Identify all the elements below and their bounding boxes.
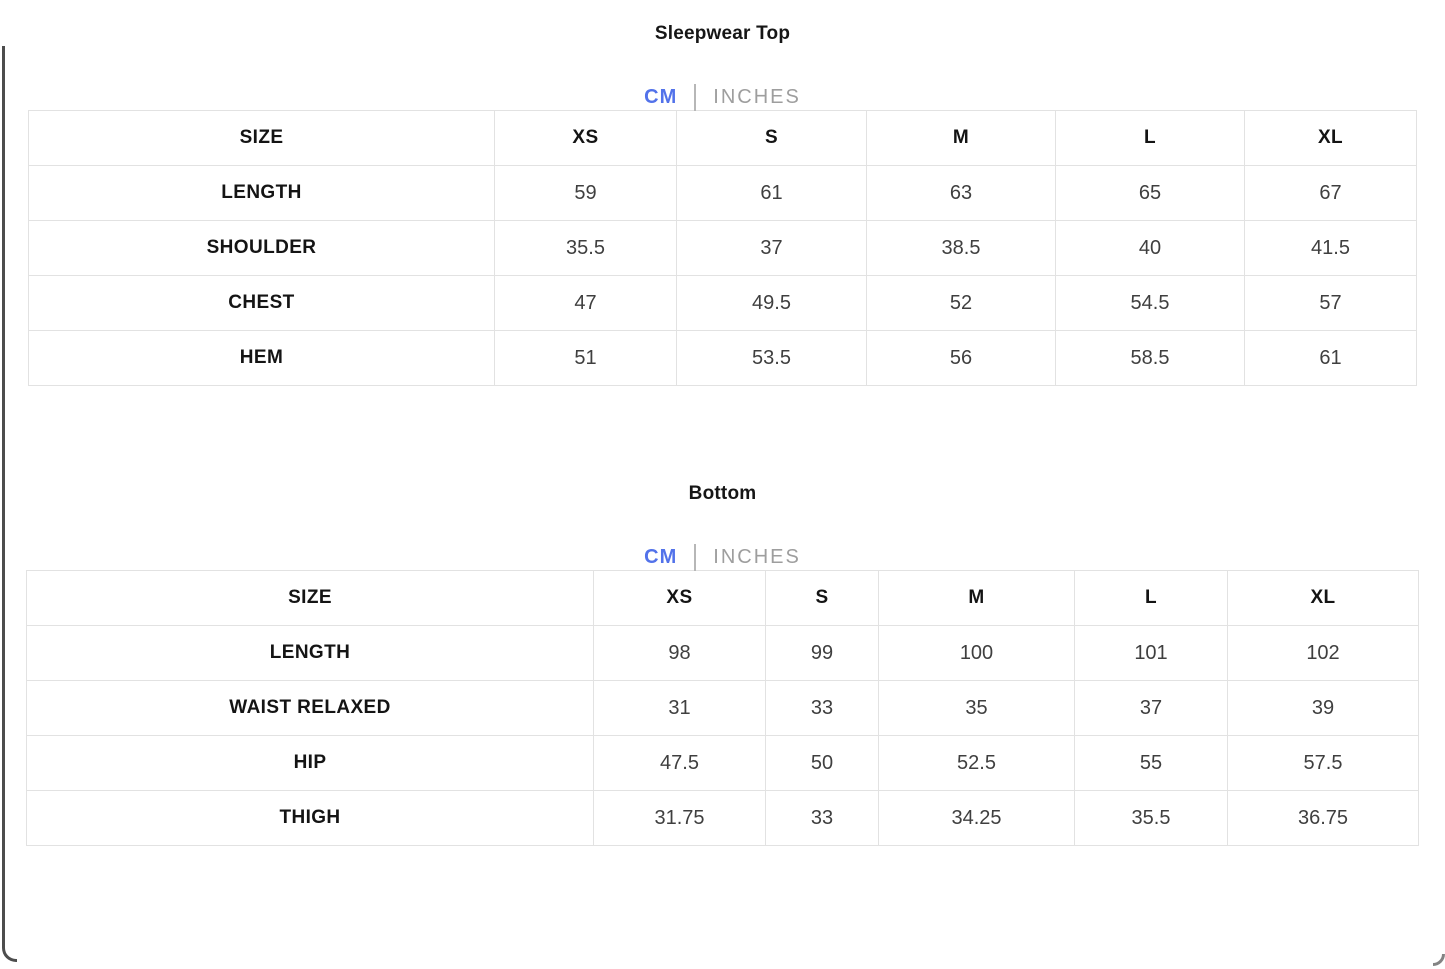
unit-toggle-top: CM INCHES [0,83,1445,111]
data-cell: 59 [494,165,677,221]
data-cell: 35 [878,680,1075,736]
header-cell: XS [494,110,677,166]
data-cell: 99 [765,625,879,681]
header-cell: L [1055,110,1245,166]
table-row: HEM 51 53.5 56 58.5 61 [28,330,1417,386]
data-cell: 55 [1074,735,1228,791]
data-cell: 35.5 [1074,790,1228,846]
row-label: CHEST [28,275,495,331]
data-cell: 35.5 [494,220,677,276]
size-table-bottom: SIZE XS S M L XL LENGTH 98 99 100 101 10… [26,570,1419,846]
data-cell: 31.75 [593,790,766,846]
table-header-row: SIZE XS S M L XL [26,570,1419,626]
data-cell: 102 [1227,625,1419,681]
panel-corner-bottom-right [1433,954,1445,966]
data-cell: 50 [765,735,879,791]
table-row: SHOULDER 35.5 37 38.5 40 41.5 [28,220,1417,276]
data-cell: 49.5 [676,275,867,331]
row-label: HEM [28,330,495,386]
unit-cm-button[interactable]: CM [644,545,678,568]
size-table-sleepwear-top: SIZE XS S M L XL LENGTH 59 61 63 65 67 S… [28,110,1417,386]
data-cell: 57 [1244,275,1417,331]
table-row: HIP 47.5 50 52.5 55 57.5 [26,735,1419,791]
unit-toggle-bottom: CM INCHES [0,543,1445,571]
header-cell: XL [1227,570,1419,626]
data-cell: 34.25 [878,790,1075,846]
data-cell: 52 [866,275,1056,331]
unit-inches-button[interactable]: INCHES [713,545,801,568]
data-cell: 31 [593,680,766,736]
section-title-bottom: Bottom [688,483,757,504]
data-cell: 47.5 [593,735,766,791]
row-label: THIGH [26,790,594,846]
header-cell: SIZE [26,570,594,626]
table-row: THIGH 31.75 33 34.25 35.5 36.75 [26,790,1419,846]
row-label: SHOULDER [28,220,495,276]
row-label: WAIST RELAXED [26,680,594,736]
data-cell: 37 [676,220,867,276]
data-cell: 33 [765,680,879,736]
data-cell: 61 [676,165,867,221]
table-row: LENGTH 98 99 100 101 102 [26,625,1419,681]
data-cell: 38.5 [866,220,1056,276]
data-cell: 57.5 [1227,735,1419,791]
header-cell: XL [1244,110,1417,166]
data-cell: 56 [866,330,1056,386]
data-cell: 58.5 [1055,330,1245,386]
data-cell: 37 [1074,680,1228,736]
data-cell: 54.5 [1055,275,1245,331]
table-row: CHEST 47 49.5 52 54.5 57 [28,275,1417,331]
data-cell: 36.75 [1227,790,1419,846]
header-cell: M [878,570,1075,626]
header-cell: SIZE [28,110,495,166]
data-cell: 53.5 [676,330,867,386]
data-cell: 101 [1074,625,1228,681]
unit-divider [694,543,697,571]
data-cell: 65 [1055,165,1245,221]
header-cell: S [765,570,879,626]
data-cell: 47 [494,275,677,331]
data-cell: 52.5 [878,735,1075,791]
data-cell: 51 [494,330,677,386]
unit-divider [694,83,697,111]
table-header-row: SIZE XS S M L XL [28,110,1417,166]
section-title-sleepwear-top: Sleepwear Top [654,23,791,44]
table-row: WAIST RELAXED 31 33 35 37 39 [26,680,1419,736]
header-cell: XS [593,570,766,626]
header-cell: L [1074,570,1228,626]
data-cell: 61 [1244,330,1417,386]
data-cell: 40 [1055,220,1245,276]
table-row: LENGTH 59 61 63 65 67 [28,165,1417,221]
data-cell: 98 [593,625,766,681]
data-cell: 39 [1227,680,1419,736]
data-cell: 100 [878,625,1075,681]
data-cell: 63 [866,165,1056,221]
panel-edge-left [2,46,17,962]
header-cell: M [866,110,1056,166]
data-cell: 33 [765,790,879,846]
header-cell: S [676,110,867,166]
row-label: HIP [26,735,594,791]
unit-cm-button[interactable]: CM [644,85,678,108]
unit-inches-button[interactable]: INCHES [713,85,801,108]
data-cell: 67 [1244,165,1417,221]
data-cell: 41.5 [1244,220,1417,276]
row-label: LENGTH [26,625,594,681]
row-label: LENGTH [28,165,495,221]
